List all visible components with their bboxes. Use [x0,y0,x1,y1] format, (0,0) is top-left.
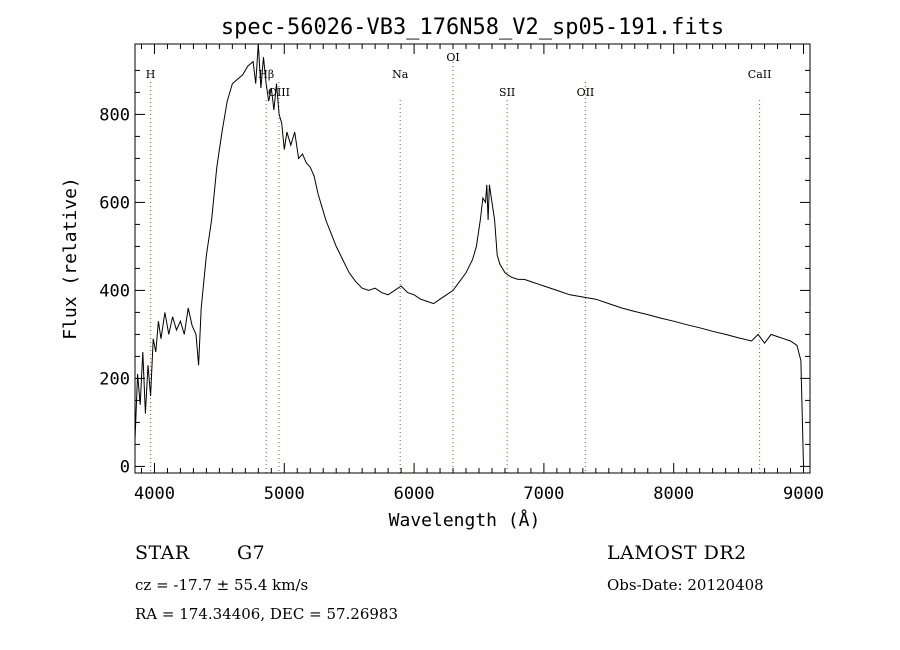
sky-coordinates: RA = 174.34406, DEC = 57.26983 [135,605,399,623]
y-tick-label: 0 [120,457,130,477]
y-tick-label: 200 [99,369,130,389]
y-tick-label: 600 [99,193,130,213]
x-tick-label: 6000 [394,484,435,504]
y-tick-label: 800 [99,105,130,125]
chart-title: spec-56026-VB3_176N58_V2_sp05-191.fits [221,15,724,40]
spectral-line-label: SII [499,86,515,99]
redshift-cz: cz = -17.7 ± 55.4 km/s [135,576,309,594]
spectral-line-label: Na [392,68,409,81]
spectral-line-label: CaII [748,68,772,81]
x-tick-label: 8000 [653,484,694,504]
x-tick-label: 4000 [134,484,175,504]
y-tick-label: 400 [99,281,130,301]
survey-name: LAMOST DR2 [607,542,747,564]
spectral-line-label: OI [446,51,459,64]
x-axis-label: Wavelength (Å) [389,509,541,531]
spectrum-line [134,43,804,467]
spectral-line-label: OIII [268,86,290,99]
x-tick-label: 5000 [264,484,305,504]
x-tick-label: 9000 [783,484,824,504]
spectral-line-label: OII [577,86,595,99]
object-subclass: G7 [237,542,266,564]
y-axis-label: Flux (relative) [60,177,81,340]
observation-date: Obs-Date: 20120408 [607,576,764,594]
x-tick-label: 7000 [523,484,564,504]
plot-frame [134,43,811,474]
spectral-line-label: H [146,68,156,81]
object-class: STAR [135,542,190,564]
